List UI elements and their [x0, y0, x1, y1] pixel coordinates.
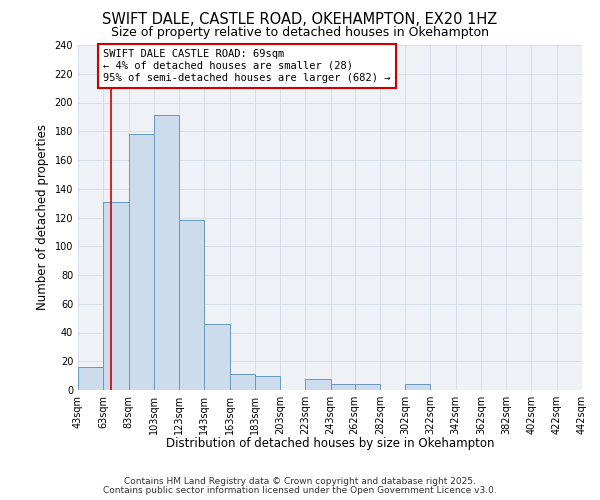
Bar: [255, 376, 280, 390]
Bar: [154, 116, 179, 390]
Text: SWIFT DALE CASTLE ROAD: 69sqm
← 4% of detached houses are smaller (28)
95% of se: SWIFT DALE CASTLE ROAD: 69sqm ← 4% of de…: [103, 50, 391, 82]
Bar: [305, 378, 331, 390]
Y-axis label: Number of detached properties: Number of detached properties: [36, 124, 49, 310]
Bar: [355, 384, 380, 390]
X-axis label: Distribution of detached houses by size in Okehampton: Distribution of detached houses by size …: [166, 437, 494, 450]
Text: Contains public sector information licensed under the Open Government Licence v3: Contains public sector information licen…: [103, 486, 497, 495]
Bar: [205, 324, 230, 390]
Bar: [78, 367, 103, 390]
Bar: [230, 374, 255, 390]
Bar: [179, 220, 205, 390]
Text: SWIFT DALE, CASTLE ROAD, OKEHAMPTON, EX20 1HZ: SWIFT DALE, CASTLE ROAD, OKEHAMPTON, EX2…: [103, 12, 497, 28]
Bar: [103, 202, 128, 390]
Bar: [128, 134, 154, 390]
Text: Size of property relative to detached houses in Okehampton: Size of property relative to detached ho…: [111, 26, 489, 39]
Bar: [405, 384, 430, 390]
Bar: [331, 384, 355, 390]
Text: Contains HM Land Registry data © Crown copyright and database right 2025.: Contains HM Land Registry data © Crown c…: [124, 477, 476, 486]
